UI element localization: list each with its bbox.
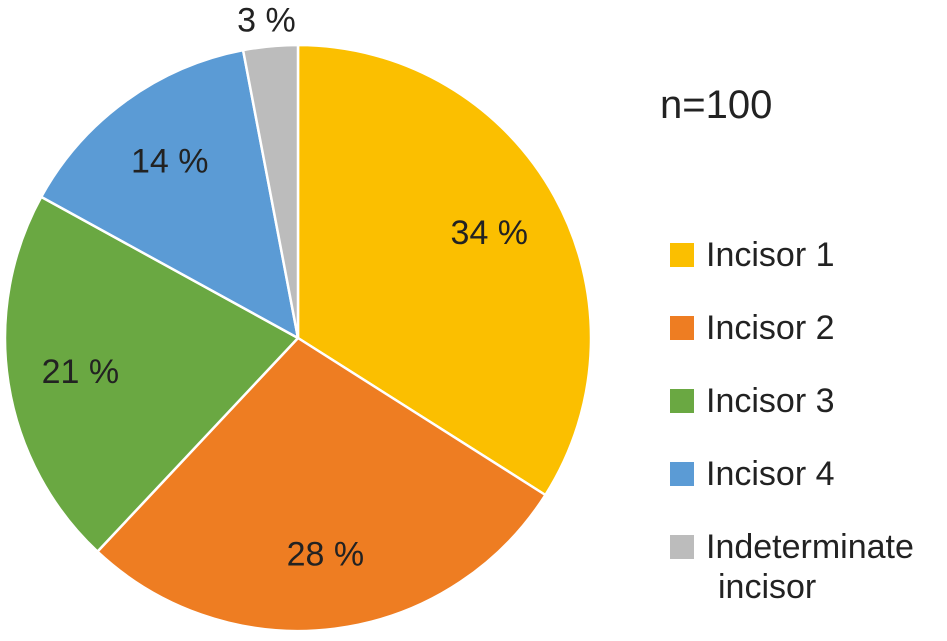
pie-slice-incisor-3 [3, 195, 300, 553]
slice-label-indeterminate-incisor: 3 % [237, 1, 296, 39]
slice-label-incisor-4: 14 % [131, 142, 209, 180]
legend-label-incisor-2: Incisor 2 [706, 309, 835, 347]
legend-swatch-incisor-2 [670, 316, 694, 340]
legend-swatch-incisor-3 [670, 389, 694, 413]
pie-slice-incisor-2 [96, 336, 547, 633]
legend-label-incisor-3: Incisor 3 [706, 382, 835, 420]
pie-slice-incisor-1 [296, 43, 593, 497]
legend-label-indeterminate-incisor: Indeterminate incisor [706, 528, 914, 606]
legend-item-incisor-2: Incisor 2 [670, 309, 835, 347]
pie-slice-labels: 34 % 28 % 21 % 14 % 3 % [42, 1, 528, 573]
legend-swatch-indeterminate-incisor [670, 535, 694, 559]
legend-swatch-incisor-4 [670, 462, 694, 486]
legend-label-incisor-4: Incisor 4 [706, 455, 835, 493]
slice-label-incisor-2: 28 % [287, 536, 365, 574]
pie-slices [3, 43, 593, 633]
slice-label-incisor-1: 34 % [451, 214, 529, 252]
legend-item-indeterminate-incisor: Indeterminate incisor [670, 528, 914, 606]
legend-item-incisor-3: Incisor 3 [670, 382, 835, 420]
legend: Incisor 1 Incisor 2 Incisor 3 Incisor 4 Inde… [670, 236, 914, 606]
sample-size-label: n=100 [660, 83, 772, 127]
legend-item-incisor-4: Incisor 4 [670, 455, 835, 493]
pie-slice-incisor-4 [39, 48, 300, 340]
legend-swatch-incisor-1 [670, 243, 694, 267]
pie-slice-indeterminate-incisor [241, 43, 300, 340]
slice-label-incisor-3: 21 % [42, 353, 120, 391]
legend-item-incisor-1: Incisor 1 [670, 236, 835, 274]
legend-label-incisor-1: Incisor 1 [706, 236, 835, 274]
